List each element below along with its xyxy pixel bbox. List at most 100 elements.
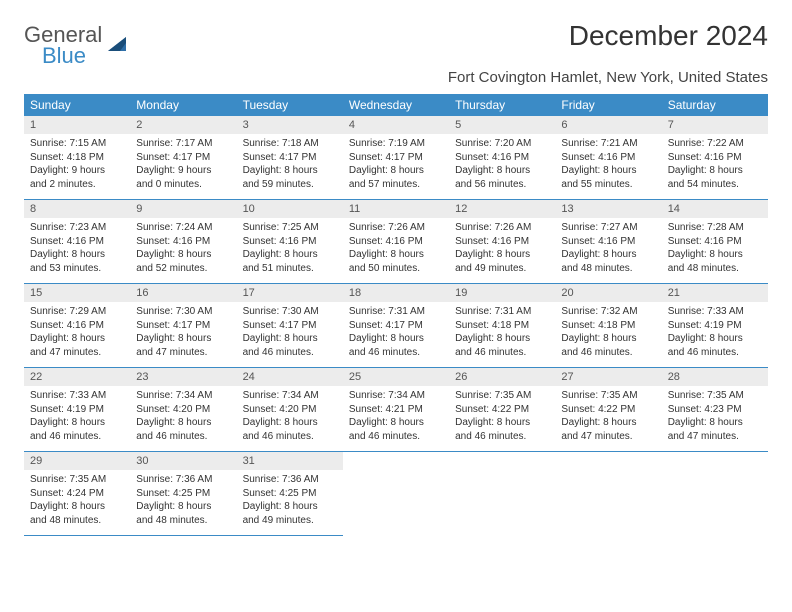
day-cell: 2Sunrise: 7:17 AMSunset: 4:17 PMDaylight… [130, 116, 236, 200]
day-number: 5 [449, 116, 555, 134]
daylight-text: Daylight: 8 hours and 47 minutes. [30, 332, 124, 359]
day-cell: 5 Sunrise: 7:20 AMSunset: 4:16 PMDaylight… [449, 116, 555, 200]
day-header: Friday [555, 94, 661, 116]
day-cell: 31Sunrise: 7:36 AMSunset: 4:25 PMDayligh… [237, 452, 343, 536]
day-body: Sunrise: 7:34 AMSunset: 4:20 PMDaylight:… [237, 386, 343, 451]
day-number: 4 [343, 116, 449, 134]
daylight-text: Daylight: 8 hours and 56 minutes. [455, 164, 549, 191]
sunset-text: Sunset: 4:23 PM [668, 403, 762, 417]
sunrise-text: Sunrise: 7:36 AM [243, 473, 337, 487]
sunrise-text: Sunrise: 7:34 AM [136, 389, 230, 403]
triangle-icon [106, 33, 128, 60]
day-cell: 8Sunrise: 7:23 AMSunset: 4:16 PMDaylight… [24, 200, 130, 284]
day-body: Sunrise: 7:33 AMSunset: 4:19 PMDaylight:… [24, 386, 130, 451]
day-number: 2 [130, 116, 236, 134]
day-cell: 28Sunrise: 7:35 AMSunset: 4:23 PMDayligh… [662, 368, 768, 452]
day-cell [555, 452, 661, 536]
day-body: Sunrise: 7:26 AMSunset: 4:16 PMDaylight:… [449, 218, 555, 283]
day-body: Sunrise: 7:31 AMSunset: 4:17 PMDaylight:… [343, 302, 449, 367]
day-cell: 15Sunrise: 7:29 AMSunset: 4:16 PMDayligh… [24, 284, 130, 368]
sunset-text: Sunset: 4:25 PM [136, 487, 230, 501]
day-cell: 6Sunrise: 7:21 AMSunset: 4:16 PMDaylight… [555, 116, 661, 200]
daylight-text: Daylight: 8 hours and 46 minutes. [561, 332, 655, 359]
sunset-text: Sunset: 4:19 PM [668, 319, 762, 333]
sunset-text: Sunset: 4:16 PM [243, 235, 337, 249]
day-cell: 11Sunrise: 7:26 AMSunset: 4:16 PMDayligh… [343, 200, 449, 284]
day-number: 19 [449, 284, 555, 302]
day-number: 20 [555, 284, 661, 302]
day-cell: 17Sunrise: 7:30 AMSunset: 4:17 PMDayligh… [237, 284, 343, 368]
daylight-text: Daylight: 8 hours and 46 minutes. [668, 332, 762, 359]
day-body: Sunrise: 7:32 AMSunset: 4:18 PMDaylight:… [555, 302, 661, 367]
logo: General Blue [24, 24, 128, 67]
sunrise-text: Sunrise: 7:30 AM [136, 305, 230, 319]
daylight-text: Daylight: 8 hours and 46 minutes. [455, 416, 549, 443]
day-body: Sunrise: 7:36 AMSunset: 4:25 PMDaylight:… [130, 470, 236, 535]
day-number: 31 [237, 452, 343, 470]
day-cell: 22Sunrise: 7:33 AMSunset: 4:19 PMDayligh… [24, 368, 130, 452]
day-cell: 14Sunrise: 7:28 AMSunset: 4:16 PMDayligh… [662, 200, 768, 284]
daylight-text: Daylight: 8 hours and 55 minutes. [561, 164, 655, 191]
day-number: 17 [237, 284, 343, 302]
daylight-text: Daylight: 8 hours and 46 minutes. [136, 416, 230, 443]
daylight-text: Daylight: 8 hours and 59 minutes. [243, 164, 337, 191]
sunset-text: Sunset: 4:25 PM [243, 487, 337, 501]
day-body: Sunrise: 7:36 AMSunset: 4:25 PMDaylight:… [237, 470, 343, 535]
day-cell: 12Sunrise: 7:26 AMSunset: 4:16 PMDayligh… [449, 200, 555, 284]
daylight-text: Daylight: 8 hours and 46 minutes. [455, 332, 549, 359]
day-body: Sunrise: 7:31 AMSunset: 4:18 PMDaylight:… [449, 302, 555, 367]
sunrise-text: Sunrise: 7:35 AM [30, 473, 124, 487]
day-cell: 26Sunrise: 7:35 AMSunset: 4:22 PMDayligh… [449, 368, 555, 452]
day-body: Sunrise: 7:17 AMSunset: 4:17 PMDaylight:… [130, 134, 236, 199]
day-number: 12 [449, 200, 555, 218]
day-body: Sunrise: 7:27 AMSunset: 4:16 PMDaylight:… [555, 218, 661, 283]
day-cell [449, 452, 555, 536]
day-header-row: Sunday Monday Tuesday Wednesday Thursday… [24, 94, 768, 116]
sunset-text: Sunset: 4:24 PM [30, 487, 124, 501]
day-number: 29 [24, 452, 130, 470]
sunrise-text: Sunrise: 7:27 AM [561, 221, 655, 235]
day-cell [662, 452, 768, 536]
day-cell: 25Sunrise: 7:34 AMSunset: 4:21 PMDayligh… [343, 368, 449, 452]
day-body: Sunrise: 7:35 AMSunset: 4:23 PMDaylight:… [662, 386, 768, 451]
sunset-text: Sunset: 4:17 PM [136, 319, 230, 333]
sunrise-text: Sunrise: 7:35 AM [668, 389, 762, 403]
week-row: 8Sunrise: 7:23 AMSunset: 4:16 PMDaylight… [24, 200, 768, 284]
sunset-text: Sunset: 4:17 PM [243, 319, 337, 333]
daylight-text: Daylight: 9 hours and 2 minutes. [30, 164, 124, 191]
daylight-text: Daylight: 8 hours and 54 minutes. [668, 164, 762, 191]
day-number: 6 [555, 116, 661, 134]
sunrise-text: Sunrise: 7:35 AM [455, 389, 549, 403]
sunset-text: Sunset: 4:19 PM [30, 403, 124, 417]
day-number: 23 [130, 368, 236, 386]
day-body: Sunrise: 7:26 AMSunset: 4:16 PMDaylight:… [343, 218, 449, 283]
sunset-text: Sunset: 4:18 PM [455, 319, 549, 333]
sunrise-text: Sunrise: 7:20 AM [455, 137, 549, 151]
day-cell: 23 Sunrise: 7:34 AMSunset: 4:20 PMDayligh… [130, 368, 236, 452]
day-number: 14 [662, 200, 768, 218]
sunrise-text: Sunrise: 7:36 AM [136, 473, 230, 487]
sunset-text: Sunset: 4:21 PM [349, 403, 443, 417]
day-body: Sunrise: 7:18 AMSunset: 4:17 PMDaylight:… [237, 134, 343, 199]
day-header: Monday [130, 94, 236, 116]
sunset-text: Sunset: 4:20 PM [136, 403, 230, 417]
sunset-text: Sunset: 4:16 PM [349, 235, 443, 249]
day-body: Sunrise: 7:19 AMSunset: 4:17 PMDaylight:… [343, 134, 449, 199]
day-body: Sunrise: 7:21 AMSunset: 4:16 PMDaylight:… [555, 134, 661, 199]
day-body: Sunrise: 7:28 AMSunset: 4:16 PMDaylight:… [662, 218, 768, 283]
day-body: Sunrise: 7:35 AMSunset: 4:24 PMDaylight:… [24, 470, 130, 535]
sunrise-text: Sunrise: 7:24 AM [136, 221, 230, 235]
sunset-text: Sunset: 4:16 PM [136, 235, 230, 249]
day-body: Sunrise: 7:23 AMSunset: 4:16 PMDaylight:… [24, 218, 130, 283]
week-row: 15Sunrise: 7:29 AMSunset: 4:16 PMDayligh… [24, 284, 768, 368]
day-number: 27 [555, 368, 661, 386]
day-number: 30 [130, 452, 236, 470]
sunset-text: Sunset: 4:16 PM [455, 235, 549, 249]
day-body: Sunrise: 7:33 AMSunset: 4:19 PMDaylight:… [662, 302, 768, 367]
day-cell: 30Sunrise: 7:36 AMSunset: 4:25 PMDayligh… [130, 452, 236, 536]
daylight-text: Daylight: 8 hours and 48 minutes. [668, 248, 762, 275]
day-number: 9 [130, 200, 236, 218]
daylight-text: Daylight: 8 hours and 46 minutes. [243, 416, 337, 443]
day-cell: 3Sunrise: 7:18 AMSunset: 4:17 PMDaylight… [237, 116, 343, 200]
sunset-text: Sunset: 4:16 PM [455, 151, 549, 165]
